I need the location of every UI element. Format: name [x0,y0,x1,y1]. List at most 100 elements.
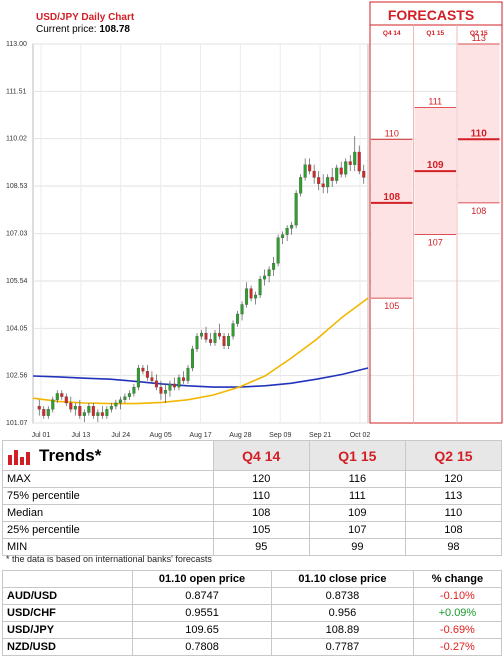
candle-body [218,332,222,337]
moving-average-blue [32,367,369,388]
candle-body [317,177,321,184]
candle-body [299,177,303,194]
candle-body [290,224,294,229]
candle-body [312,170,316,178]
close-price: 108.89 [271,621,414,639]
candle-body [123,396,127,400]
x-tick-label: Aug 05 [150,432,172,439]
x-tick-label: Jul 13 [72,432,91,439]
candle-body [249,288,253,299]
candle-body [267,269,271,277]
candle-body [42,409,46,416]
prices-header-close: 01.10 close price [271,570,414,588]
candle-body [294,193,298,226]
candle-body [37,406,41,410]
row-label: MAX [2,470,214,488]
forecast-median-label: 108 [383,192,400,203]
forecast-col-label: Q4 14 [383,30,401,37]
forecast-range-bar [371,139,413,299]
trends-footnote: * the data is based on international ban… [6,554,212,564]
candle-body [105,409,109,416]
candle-body [118,399,122,404]
prices-header-row: 01.10 open price 01.10 close price % cha… [2,570,503,588]
candle-body [69,402,73,410]
cell-value: 108 [404,521,503,539]
forecast-low-label: 107 [428,238,443,248]
candle-body [96,412,100,416]
candle-body [362,170,366,178]
candle-body [263,275,267,280]
cell-value: 99 [308,538,406,556]
candle-body [258,278,262,296]
candle-body [150,377,154,381]
table-row: Median 108 109 110 [2,504,503,522]
chart-title: USD/JPY Daily Chart [36,12,135,23]
candle-body [136,367,140,388]
candle-body [209,339,213,343]
close-price: 0.7787 [271,638,414,656]
candle-body [181,377,185,381]
candle-body [172,383,176,388]
x-tick-label: Sep 09 [269,432,291,439]
candle-body [154,380,158,388]
candle-body [163,390,167,394]
candle-body [159,386,163,394]
forecast-high-label: 111 [428,97,442,107]
candle-body [132,386,136,394]
y-tick-label: 101.07 [6,420,28,427]
y-tick-label: 102.56 [6,373,28,380]
forecast-median-label: 110 [471,128,488,139]
forecast-low-label: 105 [384,301,399,311]
prices-header-blank [2,570,133,588]
candle-body [127,393,131,397]
cell-value: 109 [308,504,406,522]
candle-body [186,367,190,381]
pair-name: USD/CHF [2,604,133,622]
forecast-high-label: 110 [385,128,399,138]
pair-name: USD/JPY [2,621,133,639]
y-tick-label: 113.00 [6,41,27,48]
cell-value: 105 [212,521,310,539]
trends-table: Trends* Q4 14 Q1 15 Q2 15 MAX 120 116 12… [2,440,503,556]
y-tick-label: 108.53 [6,183,28,190]
open-price: 109.65 [131,621,273,639]
candle-body [335,167,339,181]
forecasts-title: FORECASTS [388,7,474,23]
table-row: AUD/USD 0.8747 0.8738 -0.10% [2,587,503,605]
pair-name: AUD/USD [2,587,133,605]
x-tick-label: Aug 17 [189,432,211,439]
candle-body [308,164,312,172]
prices-header-change: % change [412,570,503,588]
y-tick-label: 104.05 [6,325,28,332]
forecast-median-label: 109 [427,160,444,171]
trends-title-cell: Trends* [2,440,214,471]
row-label: Median [2,504,214,522]
row-label: 25% percentile [2,521,214,539]
x-tick-label: Oct 02 [350,432,371,439]
candle-body [78,406,82,416]
candle-body [222,336,226,346]
candle-body [321,183,325,188]
open-price: 0.8747 [131,587,273,605]
y-tick-label: 111.51 [6,88,26,95]
candle-body [353,151,357,165]
cell-value: 107 [308,521,406,539]
table-row: 25% percentile 105 107 108 [2,521,503,539]
candle-body [303,164,307,178]
candle-body [344,161,348,175]
cell-value: 113 [404,487,503,505]
candle-body [60,393,64,397]
y-tick-label: 107.03 [6,231,28,238]
candle-body [168,383,172,391]
close-price: 0.8738 [271,587,414,605]
candle-body [114,402,118,407]
forecast-panel-frame [369,1,503,424]
forecast-col-label: Q2 15 [470,30,488,37]
candle-body [141,367,145,372]
candle-body [177,377,181,388]
row-label: 75% percentile [2,487,214,505]
candle-body [46,409,50,416]
candle-body [339,167,343,175]
trends-header-row: Trends* Q4 14 Q1 15 Q2 15 [2,440,503,471]
table-row: USD/JPY 109.65 108.89 -0.69% [2,621,503,639]
